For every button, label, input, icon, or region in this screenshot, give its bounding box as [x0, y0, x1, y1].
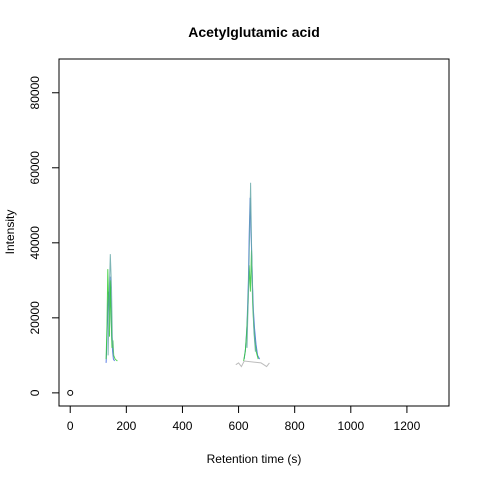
x-tick-label: 0 [67, 419, 74, 433]
series-line-3 [107, 254, 114, 356]
y-tick-label: 20000 [28, 301, 42, 335]
data-point-1 [67, 389, 74, 396]
x-tick-label: 200 [116, 419, 136, 433]
points-layer [67, 389, 74, 396]
x-tick-label: 400 [172, 419, 192, 433]
x-tick-label: 1000 [337, 419, 364, 433]
x-tick-label: 800 [285, 419, 305, 433]
x-tick-label: 1200 [394, 419, 421, 433]
y-axis-label: Intensity [3, 210, 17, 255]
y-axis: 0 20000 40000 60000 80000 [28, 76, 60, 396]
x-axis-label: Retention time (s) [207, 452, 302, 466]
chart-title: Acetylglutamic acid [188, 24, 320, 40]
y-tick-label: 40000 [28, 226, 42, 260]
y-tick-label: 60000 [28, 151, 42, 185]
y-tick-label: 80000 [28, 76, 42, 110]
series-layer [105, 182, 270, 368]
series-line-2 [105, 269, 118, 362]
x-axis: 0 200 400 600 800 1000 1200 [67, 405, 421, 433]
series-line-6 [246, 182, 256, 352]
y-tick-label: 0 [28, 389, 42, 396]
x-tick-label: 600 [229, 419, 249, 433]
series-line-7 [235, 360, 270, 368]
plot-frame [58, 58, 450, 407]
